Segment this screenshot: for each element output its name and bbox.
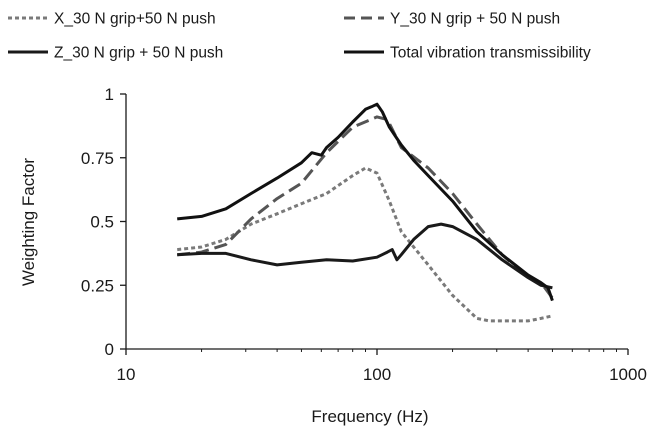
- legend-item: Total vibration transmissibility: [344, 45, 591, 62]
- series-line-3: [177, 222, 553, 290]
- legend-label: Z_30 N grip + 50 N push: [54, 45, 223, 62]
- series-line-1: [177, 166, 553, 323]
- series-line-2: [177, 115, 554, 299]
- y-tick-label: 1: [105, 85, 114, 104]
- legend-item: X_30 N grip+50 N push: [8, 11, 216, 28]
- y-tick-label: 0.75: [81, 149, 114, 168]
- x-tick-label: 10: [117, 365, 136, 384]
- legend: X_30 N grip+50 N push Y_30 N grip + 50 N …: [8, 11, 591, 62]
- x-tick-label: 100: [363, 365, 391, 384]
- y-tick-label: 0: [105, 340, 114, 359]
- legend-item: Z_30 N grip + 50 N push: [8, 45, 223, 62]
- legend-label: Y_30 N grip + 50 N push: [390, 11, 560, 28]
- legend-label: X_30 N grip+50 N push: [54, 11, 216, 28]
- y-axis-title: Weighting Factor: [19, 158, 38, 287]
- legend-item: Y_30 N grip + 50 N push: [344, 11, 560, 28]
- legend-label: Total vibration transmissibility: [390, 45, 591, 62]
- y-tick-label: 0.5: [90, 213, 114, 232]
- y-tick-label: 0.25: [81, 276, 114, 295]
- plot-area: [177, 102, 554, 323]
- axes: 0 0.25 0.5 0.75 1 10 100 1000: [81, 85, 647, 384]
- x-axis-title: Frequency (Hz): [311, 407, 428, 426]
- series-line-4: [177, 102, 554, 302]
- x-tick-label: 1000: [609, 365, 647, 384]
